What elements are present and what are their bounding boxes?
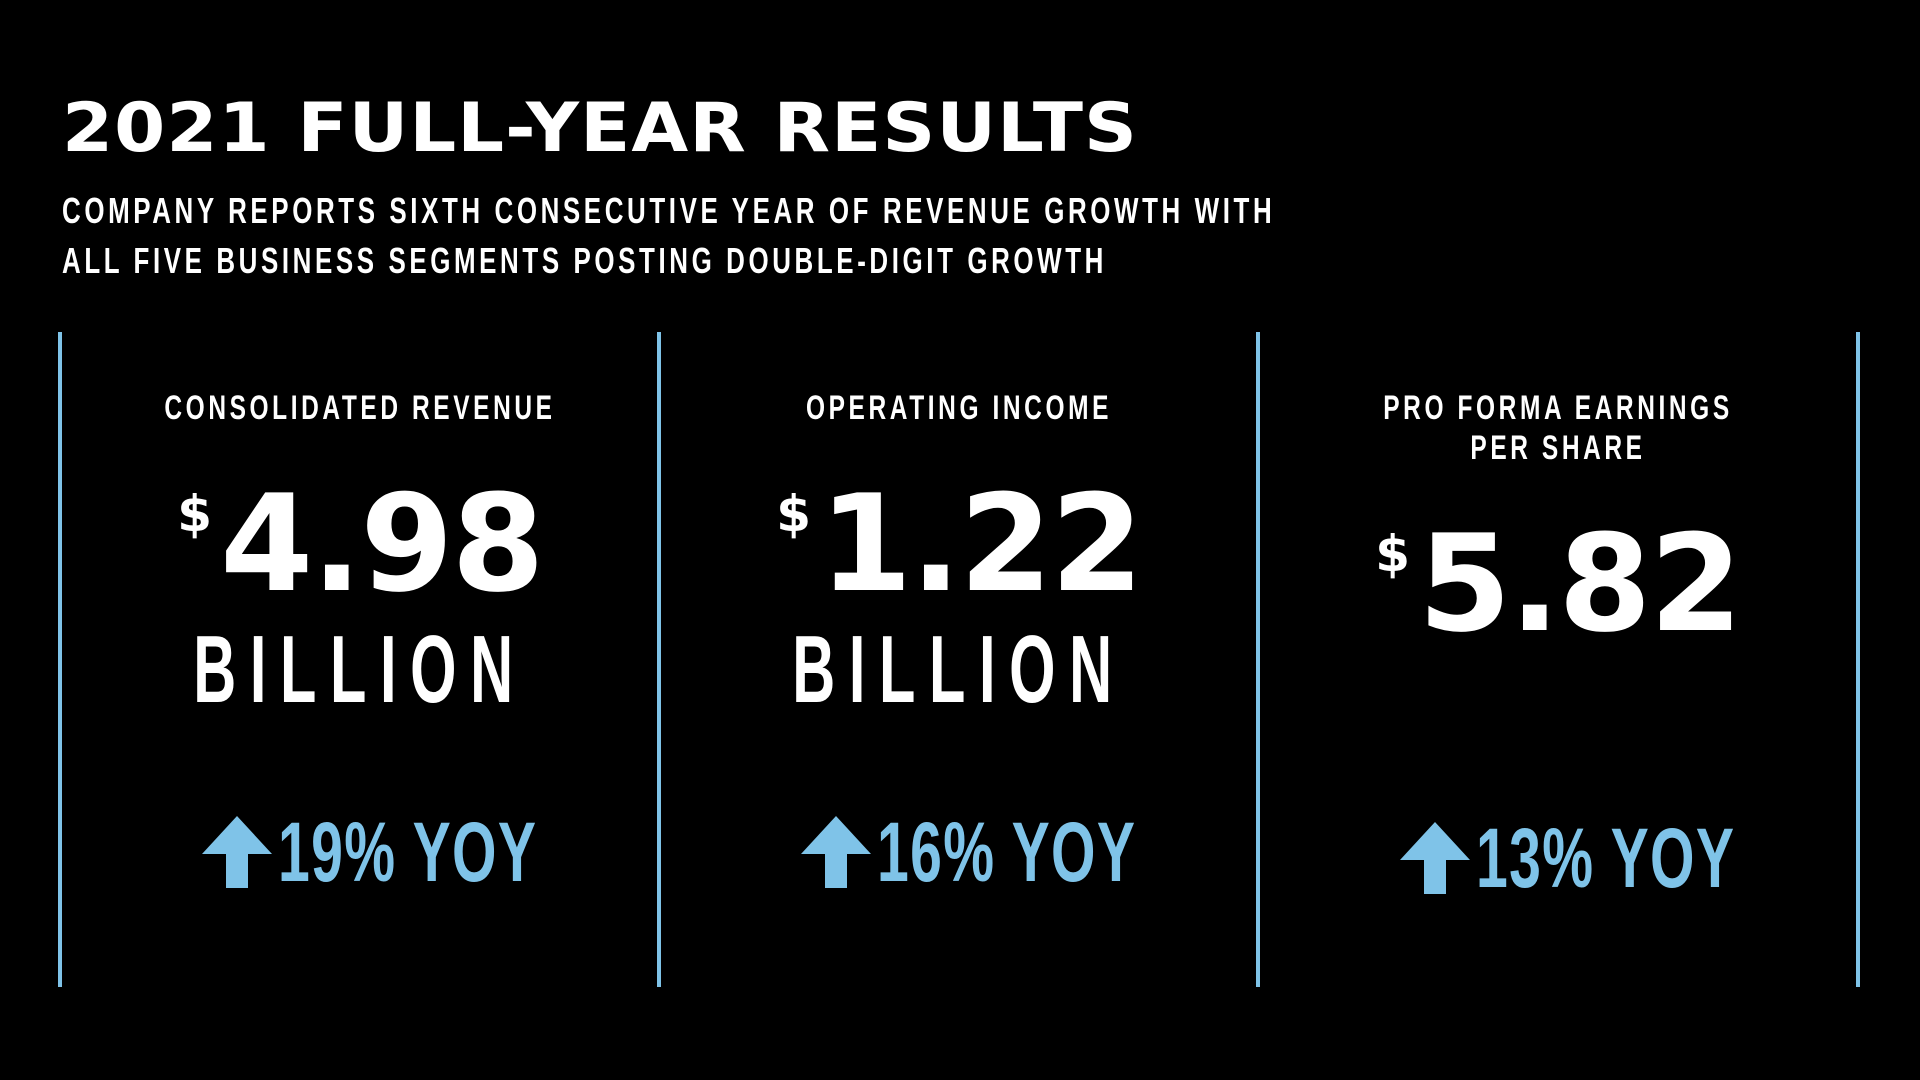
arrow-up-icon bbox=[801, 816, 871, 888]
column-divider bbox=[1256, 332, 1260, 987]
metric-value: 4.98 bbox=[220, 466, 545, 622]
subtitle-line: ALL FIVE BUSINESS SEGMENTS POSTING DOUBL… bbox=[62, 240, 1108, 281]
metric-unit: BILLION bbox=[661, 615, 1257, 725]
arrow-up-icon bbox=[202, 816, 272, 888]
metric-label: CONSOLIDATED REVENUE bbox=[62, 388, 658, 428]
currency-symbol: $ bbox=[1375, 525, 1411, 583]
metric-value: 5.82 bbox=[1418, 506, 1743, 662]
metric-label-line: CONSOLIDATED REVENUE bbox=[164, 389, 556, 427]
subtitle-line: COMPANY REPORTS SIXTH CONSECUTIVE YEAR O… bbox=[62, 190, 1276, 231]
metric-unit: BILLION bbox=[62, 615, 658, 725]
page-subtitle: COMPANY REPORTS SIXTH CONSECUTIVE YEAR O… bbox=[62, 186, 1362, 286]
metric-growth-text: 19% YOY bbox=[278, 805, 538, 899]
arrow-up-icon bbox=[1400, 822, 1470, 894]
metric-operating-income: OPERATING INCOME $1.22 BILLION 16% YOY bbox=[661, 332, 1257, 987]
metric-label-line: OPERATING INCOME bbox=[805, 389, 1113, 427]
currency-symbol: $ bbox=[776, 485, 812, 543]
metric-growth: 19% YOY bbox=[62, 804, 658, 900]
metric-growth: 16% YOY bbox=[661, 804, 1257, 900]
metric-growth: 13% YOY bbox=[1260, 810, 1856, 906]
metric-value-row: $4.98 bbox=[62, 474, 658, 614]
metric-growth-text: 13% YOY bbox=[1476, 811, 1736, 905]
metric-unit-text: BILLION bbox=[792, 616, 1126, 723]
metric-unit-text: BILLION bbox=[193, 616, 527, 723]
metric-label: PRO FORMA EARNINGS PER SHARE bbox=[1260, 388, 1856, 468]
metric-value-row: $1.22 bbox=[661, 474, 1257, 614]
column-divider bbox=[657, 332, 661, 987]
page-title: 2021 FULL-YEAR RESULTS bbox=[62, 89, 1138, 168]
metric-growth-text: 16% YOY bbox=[877, 805, 1137, 899]
column-divider bbox=[58, 332, 62, 987]
currency-symbol: $ bbox=[177, 485, 213, 543]
metric-label: OPERATING INCOME bbox=[661, 388, 1257, 428]
metric-pro-forma-eps: PRO FORMA EARNINGS PER SHARE $5.82 13% Y… bbox=[1260, 332, 1856, 987]
column-divider bbox=[1856, 332, 1860, 987]
metric-value-row: $5.82 bbox=[1260, 514, 1856, 654]
metric-value: 1.22 bbox=[819, 466, 1144, 622]
metric-label-line: PER SHARE bbox=[1470, 429, 1646, 467]
metric-consolidated-revenue: CONSOLIDATED REVENUE $4.98 BILLION 19% Y… bbox=[62, 332, 658, 987]
metric-label-line: PRO FORMA EARNINGS bbox=[1383, 389, 1733, 427]
